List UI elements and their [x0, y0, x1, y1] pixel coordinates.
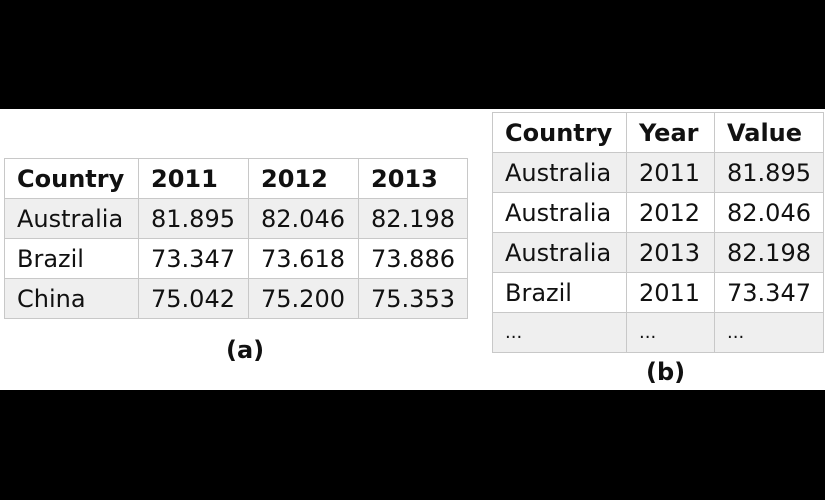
- table-row: ... ... ...: [492, 312, 824, 353]
- table-cell: 2013: [626, 232, 715, 273]
- table-row: China 75.042 75.200 75.353: [4, 278, 468, 319]
- table-row: Brazil 73.347 73.618 73.886: [4, 238, 468, 279]
- table-cell: 2012: [626, 192, 715, 233]
- table-row: Brazil 2011 73.347: [492, 272, 824, 313]
- long-format-table: Country Year Value Australia 2011 81.895…: [492, 112, 824, 353]
- table-cell: 73.886: [358, 238, 468, 279]
- column-header: Country: [4, 158, 139, 199]
- table-row: Australia 2013 82.198: [492, 232, 824, 273]
- table-row: Australia 2011 81.895: [492, 152, 824, 193]
- table-cell: 73.347: [714, 272, 824, 313]
- table-cell: 75.200: [248, 278, 359, 319]
- column-header: Value: [714, 112, 824, 153]
- column-header: Year: [626, 112, 715, 153]
- column-header: Country: [492, 112, 627, 153]
- table-cell: 75.042: [138, 278, 249, 319]
- table-cell: 73.347: [138, 238, 249, 279]
- table-row: Australia 81.895 82.046 82.198: [4, 198, 468, 239]
- table-cell: 2011: [626, 152, 715, 193]
- table-cell: Australia: [4, 198, 139, 239]
- table-cell: 75.353: [358, 278, 468, 319]
- column-header: 2012: [248, 158, 359, 199]
- table-cell: 82.046: [248, 198, 359, 239]
- table-cell: Australia: [492, 232, 627, 273]
- column-header: 2013: [358, 158, 468, 199]
- table-cell: 2011: [626, 272, 715, 313]
- table-header-row: Country Year Value: [492, 112, 824, 153]
- table-cell: China: [4, 278, 139, 319]
- table-a-caption: (a): [226, 336, 265, 364]
- table-cell: ...: [492, 312, 627, 353]
- wide-format-table: Country 2011 2012 2013 Australia 81.895 …: [4, 158, 468, 319]
- table-cell: 73.618: [248, 238, 359, 279]
- table-cell: Brazil: [4, 238, 139, 279]
- table-cell: Brazil: [492, 272, 627, 313]
- table-header-row: Country 2011 2012 2013: [4, 158, 468, 199]
- table-row: Australia 2012 82.046: [492, 192, 824, 233]
- table-cell: 82.198: [358, 198, 468, 239]
- column-header: 2011: [138, 158, 249, 199]
- table-cell: 81.895: [138, 198, 249, 239]
- table-cell: ...: [626, 312, 715, 353]
- table-cell: ...: [714, 312, 824, 353]
- table-cell: 82.198: [714, 232, 824, 273]
- table-b-caption: (b): [646, 358, 686, 386]
- table-cell: Australia: [492, 152, 627, 193]
- table-cell: 82.046: [714, 192, 824, 233]
- table-cell: Australia: [492, 192, 627, 233]
- table-cell: 81.895: [714, 152, 824, 193]
